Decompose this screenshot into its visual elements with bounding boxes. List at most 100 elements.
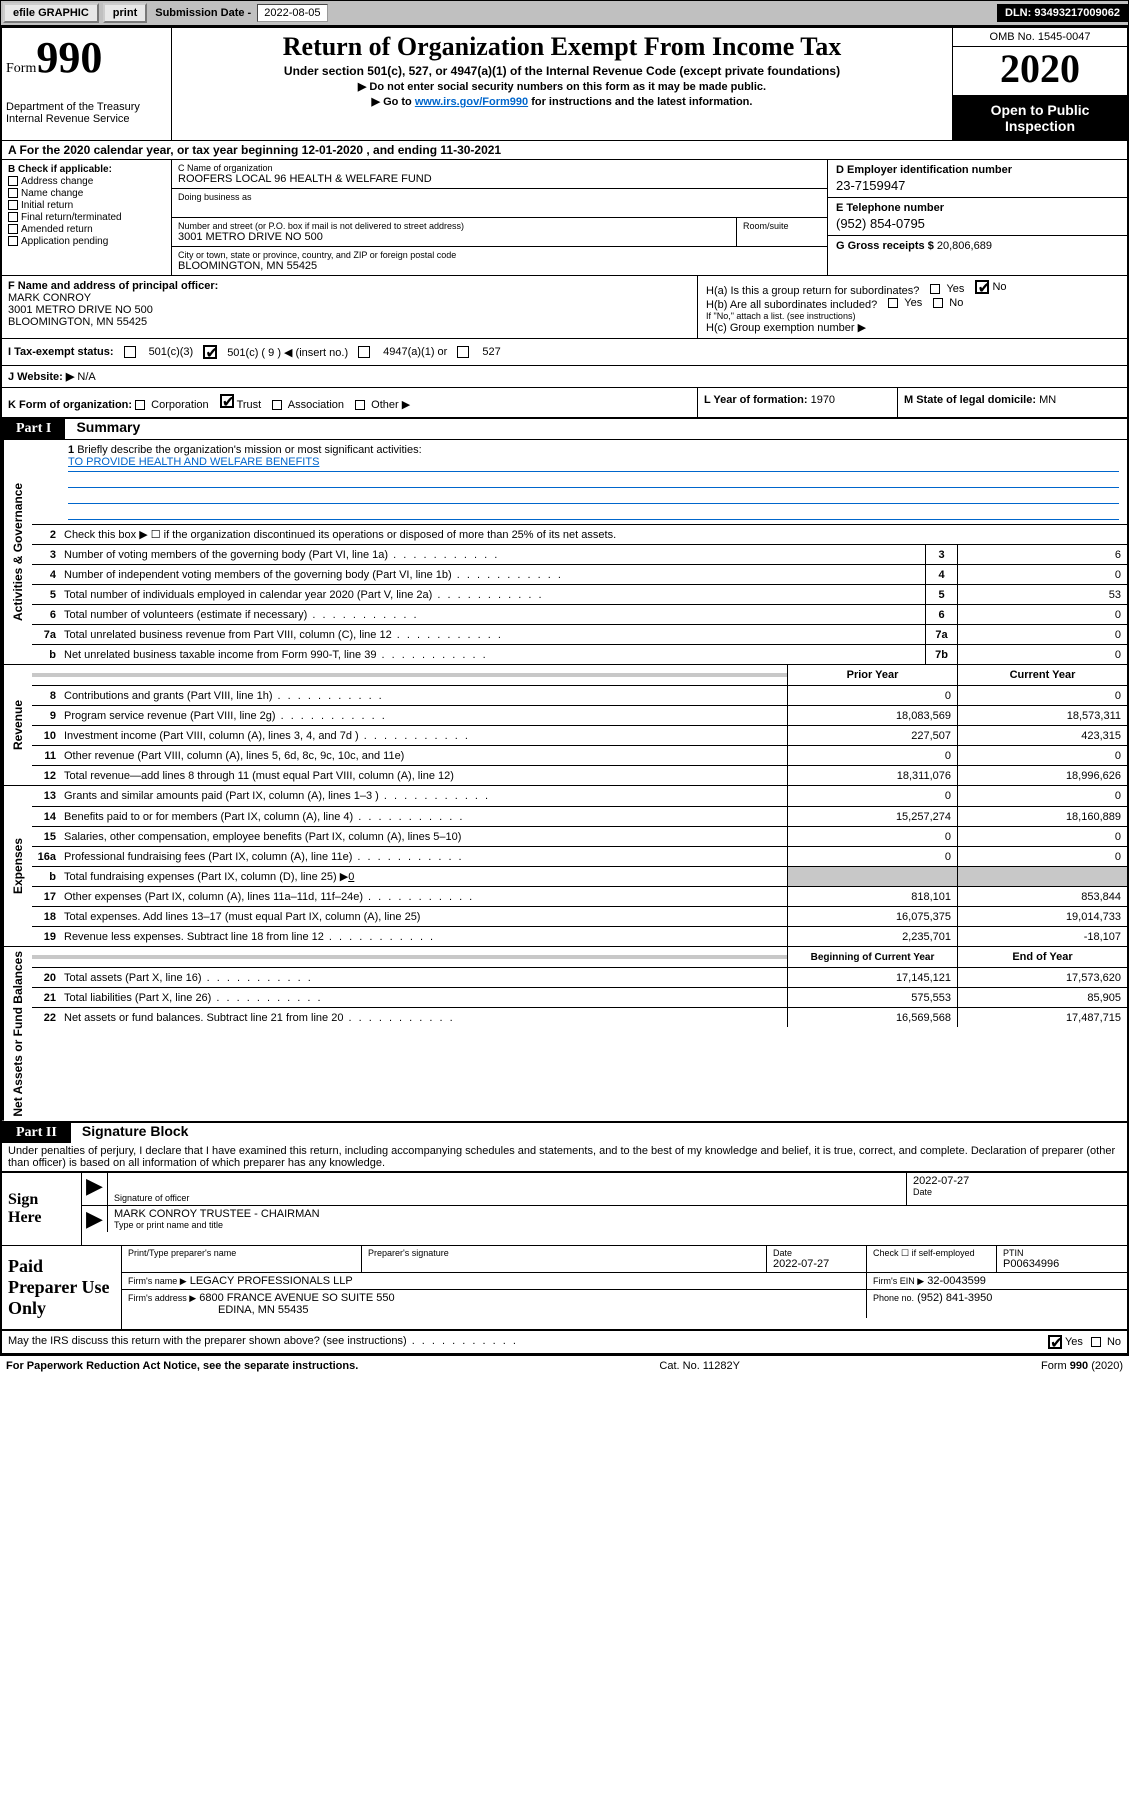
officer-print-name: MARK CONROY TRUSTEE - CHAIRMAN [114,1208,1121,1220]
ha-yes-checkbox[interactable] [930,284,940,294]
line-11-prior: 0 [787,746,957,765]
line-4-text: Number of independent voting members of … [60,567,925,583]
line-21-prior: 575,553 [787,988,957,1007]
line-18-current: 19,014,733 [957,907,1127,926]
line-12-prior: 18,311,076 [787,766,957,785]
ha-line: H(a) Is this a group return for subordin… [706,280,1119,297]
line-14-text: Benefits paid to or for members (Part IX… [60,809,787,825]
line-2-text: Check this box ▶ ☐ if the organization d… [60,526,1127,543]
initial-return-checkbox[interactable] [8,200,18,210]
hc-line: H(c) Group exemption number ▶ [706,321,1119,334]
line-22-current: 17,487,715 [957,1008,1127,1027]
firm-addr2: EDINA, MN 55435 [218,1304,308,1316]
line-6-value: 0 [957,605,1127,624]
line-21-text: Total liabilities (Part X, line 26) [60,990,787,1006]
line-14-prior: 15,257,274 [787,807,957,826]
officer-label: F Name and address of principal officer: [8,280,691,292]
cat-number: Cat. No. 11282Y [358,1360,1041,1372]
line-22-prior: 16,569,568 [787,1008,957,1027]
open-to-public-badge: Open to PublicInspection [953,96,1127,140]
paid-preparer-label: Paid Preparer Use Only [2,1246,122,1329]
line-13-prior: 0 [787,786,957,806]
527-checkbox[interactable] [457,346,469,358]
4947a1-checkbox[interactable] [358,346,370,358]
other-checkbox[interactable] [355,400,365,410]
line-11-current: 0 [957,746,1127,765]
address-change-checkbox[interactable] [8,176,18,186]
preparer-sig-label: Preparer's signature [368,1248,760,1258]
ha-no-checkbox[interactable] [975,280,989,294]
line-17-current: 853,844 [957,887,1127,906]
name-change-checkbox[interactable] [8,188,18,198]
officer-addr2: BLOOMINGTON, MN 55425 [8,316,691,328]
line-16a-prior: 0 [787,847,957,866]
line-3-value: 6 [957,545,1127,564]
ssn-warning: ▶ Do not enter social security numbers o… [180,80,944,93]
officer-addr1: 3001 METRO DRIVE NO 500 [8,304,691,316]
irs-label: Internal Revenue Service [6,113,167,125]
hb-yes-checkbox[interactable] [888,298,898,308]
line-13-text: Grants and similar amounts paid (Part IX… [60,788,787,804]
line-7a-value: 0 [957,625,1127,644]
preparer-name-label: Print/Type preparer's name [128,1248,355,1258]
year-formation-label: L Year of formation: [704,394,808,406]
form990-link[interactable]: www.irs.gov/Form990 [415,96,528,108]
line-17-text: Other expenses (Part IX, column (A), lin… [60,889,787,905]
line-19-current: -18,107 [957,927,1127,946]
line-16a-text: Professional fundraising fees (Part IX, … [60,849,787,865]
line-9-text: Program service revenue (Part VIII, line… [60,708,787,724]
application-pending-checkbox[interactable] [8,236,18,246]
discuss-yes-checkbox[interactable] [1048,1335,1062,1349]
tax-year: 2020 [953,47,1127,96]
efile-graphic-button[interactable]: efile GRAPHIC [3,3,99,23]
line-9-prior: 18,083,569 [787,706,957,725]
state-domicile-label: M State of legal domicile: [904,394,1036,406]
preparer-date: 2022-07-27 [773,1258,860,1270]
officer-name: MARK CONROY [8,292,691,304]
form-number: 990 [36,33,102,82]
501c3-checkbox[interactable] [124,346,136,358]
hb-note: If "No," attach a list. (see instruction… [706,311,1119,321]
year-formation: 1970 [811,394,835,406]
line-12-text: Total revenue—add lines 8 through 11 (mu… [60,768,787,784]
current-year-header: Current Year [957,665,1127,685]
final-return-checkbox[interactable] [8,212,18,222]
sig-date-label: Date [913,1187,1121,1197]
end-year-header: End of Year [957,947,1127,967]
hb-line: H(b) Are all subordinates included? Yes … [706,297,1119,311]
association-checkbox[interactable] [272,400,282,410]
form-title: Return of Organization Exempt From Incom… [180,32,944,62]
line-16a-current: 0 [957,847,1127,866]
city-label: City or town, state or province, country… [178,250,821,260]
tax-exempt-status: I Tax-exempt status: 501(c)(3) 501(c) ( … [2,339,1127,366]
501c-checkbox[interactable] [203,345,217,359]
line-15-text: Salaries, other compensation, employee b… [60,829,787,845]
city-state-zip: BLOOMINGTON, MN 55425 [178,260,821,272]
line-21-current: 85,905 [957,988,1127,1007]
line-22-text: Net assets or fund balances. Subtract li… [60,1010,787,1026]
phone-value: (952) 854-0795 [836,216,1119,231]
submission-date-label: Submission Date - [149,5,257,21]
print-button[interactable]: print [103,3,147,23]
discuss-no-checkbox[interactable] [1091,1337,1101,1347]
ptin-value: P00634996 [1003,1258,1121,1270]
line-20-prior: 17,145,121 [787,968,957,987]
org-name: ROOFERS LOCAL 96 HEALTH & WELFARE FUND [178,173,821,185]
corporation-checkbox[interactable] [135,400,145,410]
line-5-text: Total number of individuals employed in … [60,587,925,603]
part-i-title: Summary [68,419,140,435]
line-14-current: 18,160,889 [957,807,1127,826]
revenue-side-label: Revenue [2,665,32,785]
line-9-current: 18,573,311 [957,706,1127,725]
trust-checkbox[interactable] [220,394,234,408]
form-label: Form [6,61,36,76]
street-address: 3001 METRO DRIVE NO 500 [178,231,730,243]
line-19-prior: 2,235,701 [787,927,957,946]
firm-name: LEGACY PROFESSIONALS LLP [190,1275,353,1287]
line-11-text: Other revenue (Part VIII, column (A), li… [60,748,787,764]
amended-return-checkbox[interactable] [8,224,18,234]
top-toolbar: efile GRAPHIC print Submission Date - 20… [0,0,1129,26]
prior-year-header: Prior Year [787,665,957,685]
line-17-prior: 818,101 [787,887,957,906]
hb-no-checkbox[interactable] [933,298,943,308]
